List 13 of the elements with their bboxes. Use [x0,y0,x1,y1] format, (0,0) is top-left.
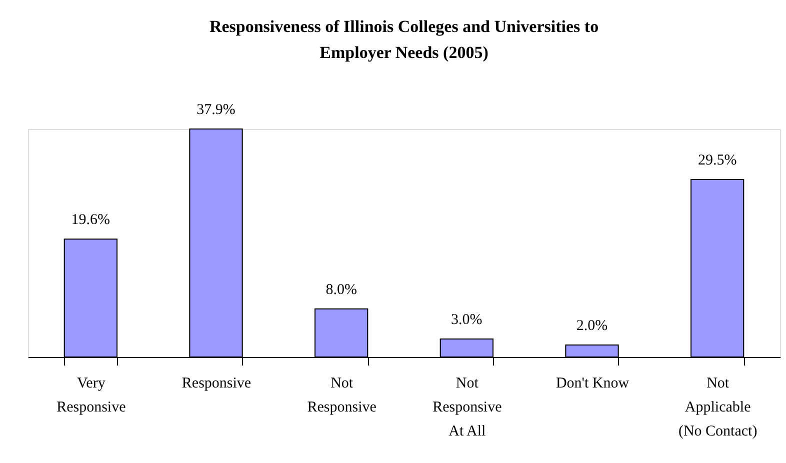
x-tick-label: Not Responsive At All [432,376,502,440]
chart-title: Responsiveness of Illinois Colleges and Universities to Employer Needs (2005) [209,17,599,62]
data-label: 37.9% [196,102,236,118]
x-tick-label: Not Applicable (No Contact) [678,376,758,440]
data-label: 3.0% [451,312,482,328]
x-tick-label: Don't Know [556,376,630,392]
data-label: 2.0% [576,318,608,334]
x-tick-label: Not Responsive [307,376,377,416]
data-label: 29.5% [698,152,737,169]
data-label: 8.0% [326,282,357,298]
data-label: 19.6% [71,212,110,228]
x-tick-label: Responsive [182,376,252,392]
x-tick-label: Very Responsive [56,376,126,416]
